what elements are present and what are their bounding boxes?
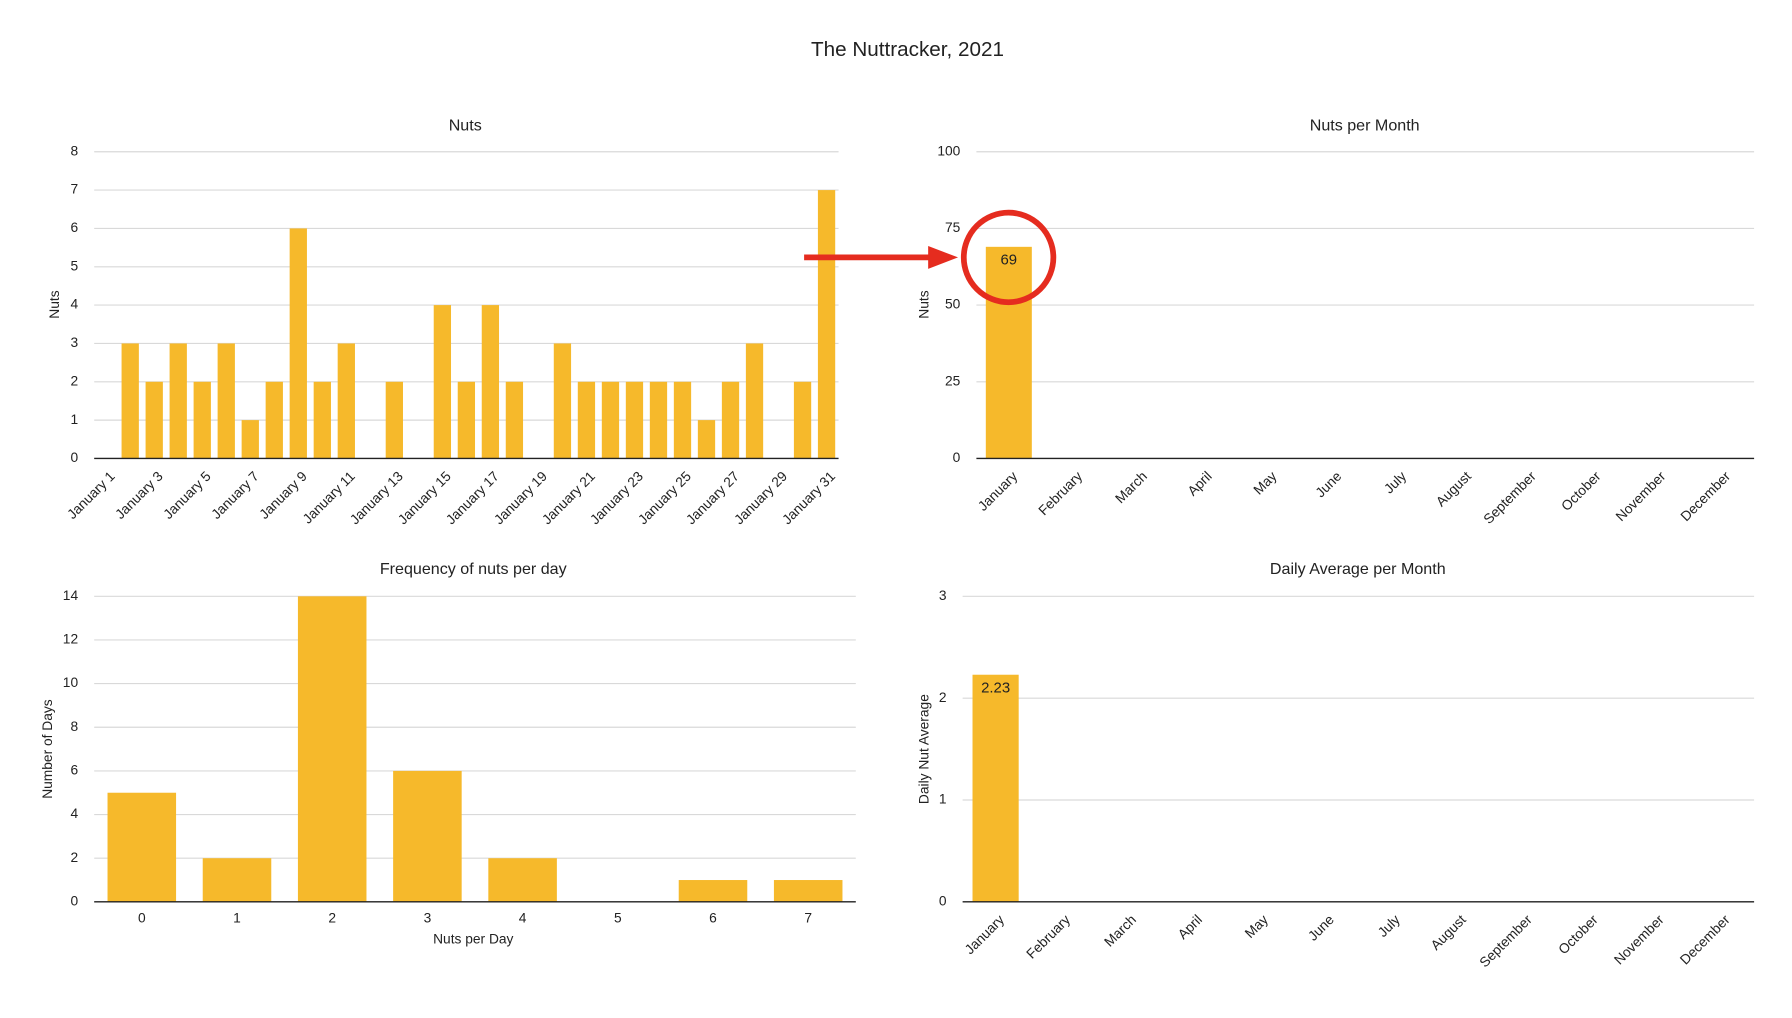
bar <box>505 381 524 459</box>
bar <box>625 381 644 459</box>
bar <box>481 305 500 459</box>
y-tick-label: 8 <box>70 719 78 734</box>
bar <box>265 381 283 459</box>
y-axis-label: Number of Days <box>40 699 55 799</box>
y-tick-label: 6 <box>70 220 78 235</box>
bar <box>773 880 843 902</box>
bar <box>721 381 740 459</box>
chart-title: Nuts per Month <box>1310 117 1420 135</box>
bar <box>202 858 272 902</box>
y-tick-label: 25 <box>945 373 961 388</box>
bar <box>241 420 259 459</box>
y-tick-label: 3 <box>939 588 947 603</box>
x-tick-label: 1 <box>233 911 241 926</box>
bar <box>145 381 163 459</box>
arrow-head <box>928 245 959 269</box>
y-tick-label: 2 <box>70 850 78 865</box>
highlight-circle <box>960 209 1057 306</box>
y-tick-label: 14 <box>63 588 79 603</box>
y-tick-label: 0 <box>70 450 78 465</box>
x-tick-label: 3 <box>424 911 432 926</box>
x-axis-label: Nuts per Day <box>433 931 513 946</box>
y-tick-label: 3 <box>70 335 78 350</box>
bar <box>601 381 620 459</box>
bar <box>193 381 211 459</box>
y-tick-label: 4 <box>70 806 78 821</box>
bar <box>697 420 716 459</box>
x-tick-label: 7 <box>804 911 812 926</box>
bar <box>107 792 177 902</box>
y-tick-label: 10 <box>63 675 79 690</box>
bar <box>985 246 1032 459</box>
x-tick-label: 6 <box>709 911 717 926</box>
y-tick-label: 100 <box>937 143 960 158</box>
bar <box>553 343 572 459</box>
y-tick-label: 7 <box>70 182 78 197</box>
y-tick-label: 1 <box>939 792 947 807</box>
page-title: The Nuttracker, 2021 <box>811 38 1004 61</box>
bar <box>678 880 748 902</box>
bar <box>121 343 139 459</box>
bar <box>289 228 307 459</box>
x-tick-label: 5 <box>614 911 622 926</box>
y-axis-label: Nuts <box>47 290 62 318</box>
bar <box>433 305 452 459</box>
bar <box>393 770 462 902</box>
bar <box>169 343 187 459</box>
annotation <box>804 209 1057 306</box>
bar <box>972 674 1019 902</box>
chart-title: Nuts <box>449 117 482 135</box>
bar <box>313 381 331 459</box>
y-tick-label: 4 <box>70 297 78 312</box>
y-tick-label: 50 <box>945 297 961 312</box>
y-tick-label: 0 <box>953 450 961 465</box>
x-tick-label: 2 <box>328 911 336 926</box>
bar <box>488 858 557 902</box>
bar <box>745 343 764 459</box>
y-tick-label: 0 <box>939 894 947 909</box>
data-label: 2.23 <box>981 679 1010 696</box>
x-tick-label: 4 <box>519 911 527 926</box>
bar <box>297 596 367 902</box>
bar <box>337 343 355 459</box>
y-tick-label: 2 <box>70 373 78 388</box>
chart-title: Daily Average per Month <box>1270 560 1446 578</box>
chart-title: Frequency of nuts per day <box>380 560 567 578</box>
y-tick-label: 5 <box>70 258 78 273</box>
bar <box>577 381 596 459</box>
data-label: 69 <box>1001 252 1018 269</box>
bar <box>457 381 476 459</box>
y-tick-label: 1 <box>70 412 78 427</box>
bar <box>385 381 403 459</box>
bar <box>649 381 668 459</box>
bar <box>673 381 692 459</box>
y-tick-label: 0 <box>70 894 78 909</box>
bar <box>817 190 836 459</box>
bar <box>793 381 812 459</box>
y-tick-label: 12 <box>63 632 78 647</box>
y-axis-label: Nuts <box>916 290 931 318</box>
y-tick-label: 6 <box>70 763 78 778</box>
y-tick-label: 2 <box>939 690 947 705</box>
y-axis-label: Daily Nut Average <box>916 694 931 804</box>
x-tick-label: 0 <box>138 911 146 926</box>
y-tick-label: 75 <box>945 220 961 235</box>
bar <box>217 343 235 459</box>
y-tick-label: 8 <box>70 143 78 158</box>
